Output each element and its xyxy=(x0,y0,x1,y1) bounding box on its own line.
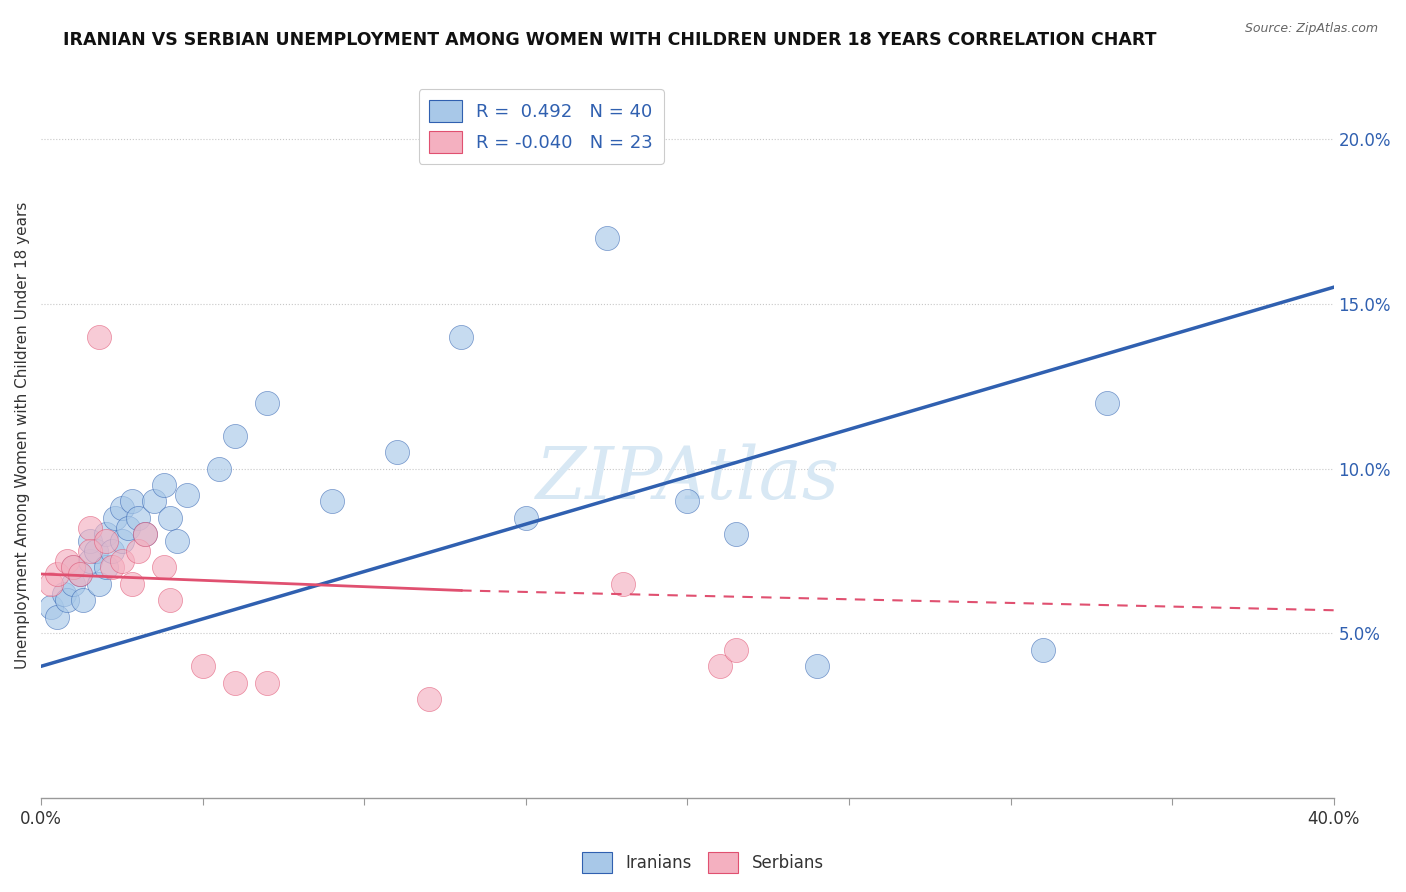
Point xyxy=(612,577,634,591)
Point xyxy=(121,577,143,591)
Point xyxy=(806,659,828,673)
Point xyxy=(94,534,117,549)
Point xyxy=(1097,395,1119,409)
Point xyxy=(101,544,124,558)
Point xyxy=(111,534,134,549)
Legend: R =  0.492   N = 40, R = -0.040   N = 23: R = 0.492 N = 40, R = -0.040 N = 23 xyxy=(419,89,664,164)
Point xyxy=(39,577,62,591)
Point xyxy=(46,566,69,581)
Point xyxy=(79,554,101,568)
Point xyxy=(153,560,176,574)
Point xyxy=(143,494,166,508)
Point xyxy=(515,511,537,525)
Point xyxy=(69,566,91,581)
Point xyxy=(94,560,117,574)
Point xyxy=(79,521,101,535)
Point xyxy=(46,610,69,624)
Point xyxy=(1032,642,1054,657)
Point xyxy=(595,231,617,245)
Point xyxy=(709,659,731,673)
Point xyxy=(418,692,440,706)
Point xyxy=(134,527,156,541)
Point xyxy=(56,554,79,568)
Y-axis label: Unemployment Among Women with Children Under 18 years: Unemployment Among Women with Children U… xyxy=(15,202,30,669)
Text: Source: ZipAtlas.com: Source: ZipAtlas.com xyxy=(1244,22,1378,36)
Point xyxy=(153,478,176,492)
Legend: Iranians, Serbians: Iranians, Serbians xyxy=(575,846,831,880)
Point xyxy=(159,593,181,607)
Point xyxy=(159,511,181,525)
Point xyxy=(166,534,188,549)
Point xyxy=(724,527,747,541)
Point xyxy=(111,501,134,516)
Point xyxy=(127,511,149,525)
Point xyxy=(89,577,111,591)
Point xyxy=(79,544,101,558)
Point xyxy=(224,428,246,442)
Point xyxy=(79,534,101,549)
Point xyxy=(127,544,149,558)
Point xyxy=(62,560,84,574)
Point xyxy=(724,642,747,657)
Point xyxy=(256,395,278,409)
Point xyxy=(101,560,124,574)
Point xyxy=(224,675,246,690)
Point xyxy=(69,566,91,581)
Point xyxy=(52,587,75,601)
Point xyxy=(89,329,111,343)
Point xyxy=(72,593,94,607)
Point xyxy=(117,521,139,535)
Point xyxy=(56,593,79,607)
Point xyxy=(121,494,143,508)
Point xyxy=(208,461,231,475)
Point xyxy=(62,577,84,591)
Point xyxy=(676,494,699,508)
Point xyxy=(176,488,198,502)
Point xyxy=(62,560,84,574)
Point xyxy=(111,554,134,568)
Point xyxy=(256,675,278,690)
Point xyxy=(39,599,62,614)
Point xyxy=(191,659,214,673)
Point xyxy=(321,494,343,508)
Point xyxy=(134,527,156,541)
Point xyxy=(104,511,127,525)
Text: IRANIAN VS SERBIAN UNEMPLOYMENT AMONG WOMEN WITH CHILDREN UNDER 18 YEARS CORRELA: IRANIAN VS SERBIAN UNEMPLOYMENT AMONG WO… xyxy=(63,31,1157,49)
Point xyxy=(450,329,472,343)
Text: ZIPAtlas: ZIPAtlas xyxy=(536,444,839,515)
Point xyxy=(84,544,107,558)
Point xyxy=(385,445,408,459)
Point xyxy=(94,527,117,541)
